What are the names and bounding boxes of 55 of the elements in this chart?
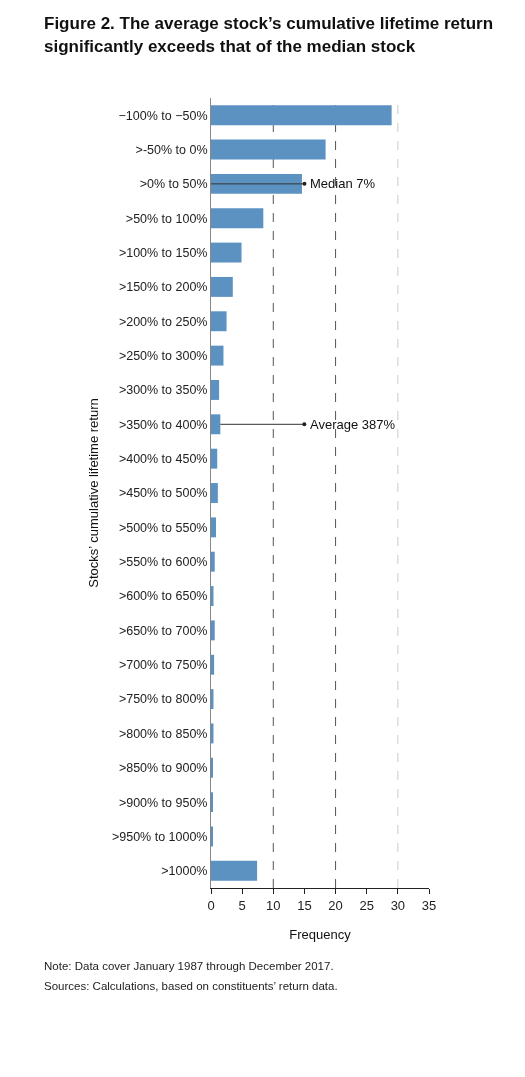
x-tick-label: 25 [359, 897, 374, 913]
y-tick-label: >650% to 700% [118, 623, 208, 638]
bar [211, 208, 264, 229]
y-tick-label: >400% to 450% [118, 452, 208, 467]
x-axis-title: Frequency [289, 927, 352, 943]
annotation: Average 387% [310, 417, 396, 432]
y-tick-label: >250% to 300% [118, 348, 208, 363]
y-tick-label: >600% to 650% [118, 589, 208, 604]
x-tick-label: 10 [266, 897, 281, 913]
bar [211, 448, 218, 469]
x-tick-label: 5 [238, 897, 246, 913]
y-tick-label: >100% to 150% [118, 245, 208, 260]
y-tick-label: >300% to 350% [118, 383, 208, 398]
y-tick-label: >0% to 50% [139, 177, 208, 192]
y-axis-title: Stocks’ cumulative lifetime return [85, 398, 101, 588]
y-tick-label: >750% to 800% [118, 692, 208, 707]
y-tick-label: >150% to 200% [118, 280, 208, 295]
y-tick-label: >1000% [161, 864, 208, 879]
bar [211, 242, 242, 263]
bar [211, 311, 227, 332]
annotation: Median 7% [310, 176, 376, 191]
y-tick-label: >350% to 400% [118, 417, 208, 432]
y-tick-label: >200% to 250% [118, 314, 208, 329]
y-tick-label: −100% to −50% [118, 108, 208, 123]
bar [211, 276, 233, 297]
text: Note: Data cover January 1987 through December 2017. [44, 959, 335, 974]
bar [211, 654, 215, 675]
bar [211, 414, 221, 435]
y-tick-label: >-50% to 0% [135, 142, 208, 157]
bar [211, 620, 215, 641]
y-tick-label: >550% to 600% [118, 555, 208, 570]
bar [211, 517, 216, 538]
bar [211, 380, 220, 400]
bar [211, 551, 215, 572]
bar [211, 173, 302, 194]
x-tick-label: 35 [421, 897, 437, 913]
y-tick-label: >850% to 900% [118, 761, 208, 776]
x-tick-label: 20 [328, 897, 343, 913]
x-tick-label: 15 [297, 897, 312, 913]
y-tick-label: >900% to 950% [118, 795, 208, 810]
chart-title: Figure 2. The average stock’s cumulative lifetime return significantly exceeds that of the median stock [43, 13, 495, 58]
y-tick-label: >700% to 750% [118, 658, 208, 673]
y-tick-label: >950% to 1000% [111, 829, 208, 844]
bar [211, 105, 392, 126]
bar [211, 139, 326, 160]
bar [211, 483, 218, 503]
bar [211, 860, 258, 881]
y-tick-label: >800% to 850% [118, 726, 208, 741]
y-tick-label: >450% to 500% [118, 486, 208, 501]
source-note: Sources: Calculations, based on constituents’ return data. [44, 979, 339, 994]
x-tick-label: 30 [390, 897, 406, 913]
y-tick-label: >500% to 550% [118, 520, 208, 535]
bar [211, 345, 224, 366]
y-tick-label: >50% to 100% [125, 211, 208, 226]
x-tick-label: 0 [207, 897, 215, 913]
